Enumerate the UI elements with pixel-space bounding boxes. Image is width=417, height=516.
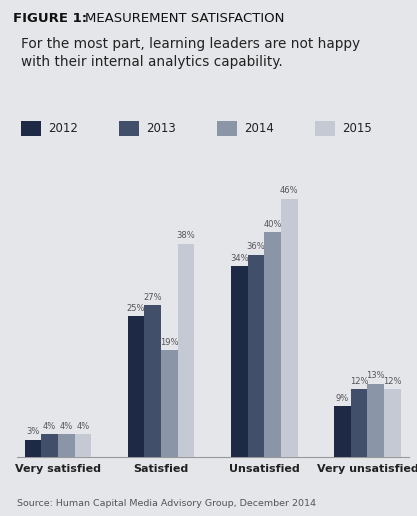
- Bar: [281, 199, 298, 457]
- Bar: [315, 121, 335, 136]
- Bar: [334, 406, 351, 457]
- Text: 36%: 36%: [246, 243, 265, 251]
- Bar: [248, 255, 264, 457]
- Bar: [384, 390, 401, 457]
- Text: 4%: 4%: [60, 422, 73, 431]
- Text: 19%: 19%: [160, 338, 179, 347]
- Text: 2013: 2013: [146, 122, 176, 135]
- Text: 4%: 4%: [43, 422, 56, 431]
- Text: 4%: 4%: [76, 422, 90, 431]
- Bar: [351, 390, 367, 457]
- Text: Source: Human Capital Media Advisory Group, December 2014: Source: Human Capital Media Advisory Gro…: [17, 499, 316, 508]
- Text: 3%: 3%: [26, 427, 40, 437]
- Bar: [178, 244, 194, 457]
- Text: FIGURE 1:: FIGURE 1:: [13, 12, 91, 25]
- Bar: [75, 434, 91, 457]
- Text: 46%: 46%: [280, 186, 299, 196]
- Text: 2015: 2015: [342, 122, 372, 135]
- Bar: [21, 121, 41, 136]
- Bar: [128, 316, 144, 457]
- Bar: [25, 440, 41, 457]
- Text: 13%: 13%: [367, 372, 385, 380]
- Bar: [58, 434, 75, 457]
- Text: 2012: 2012: [48, 122, 78, 135]
- Text: 2014: 2014: [244, 122, 274, 135]
- Bar: [41, 434, 58, 457]
- Text: 38%: 38%: [177, 231, 196, 240]
- Text: 27%: 27%: [143, 293, 162, 302]
- Text: 25%: 25%: [127, 304, 145, 313]
- Bar: [217, 121, 237, 136]
- Bar: [119, 121, 139, 136]
- Text: For the most part, learning leaders are not happy
with their internal analytics : For the most part, learning leaders are …: [21, 38, 360, 69]
- Bar: [161, 350, 178, 457]
- Bar: [144, 305, 161, 457]
- Text: MEASUREMENT SATISFACTION: MEASUREMENT SATISFACTION: [85, 12, 285, 25]
- Bar: [264, 232, 281, 457]
- Text: 12%: 12%: [350, 377, 368, 386]
- Bar: [367, 384, 384, 457]
- Bar: [231, 266, 248, 457]
- Text: 40%: 40%: [264, 220, 282, 229]
- Text: 34%: 34%: [230, 254, 249, 263]
- Text: 9%: 9%: [336, 394, 349, 403]
- Text: 12%: 12%: [383, 377, 402, 386]
